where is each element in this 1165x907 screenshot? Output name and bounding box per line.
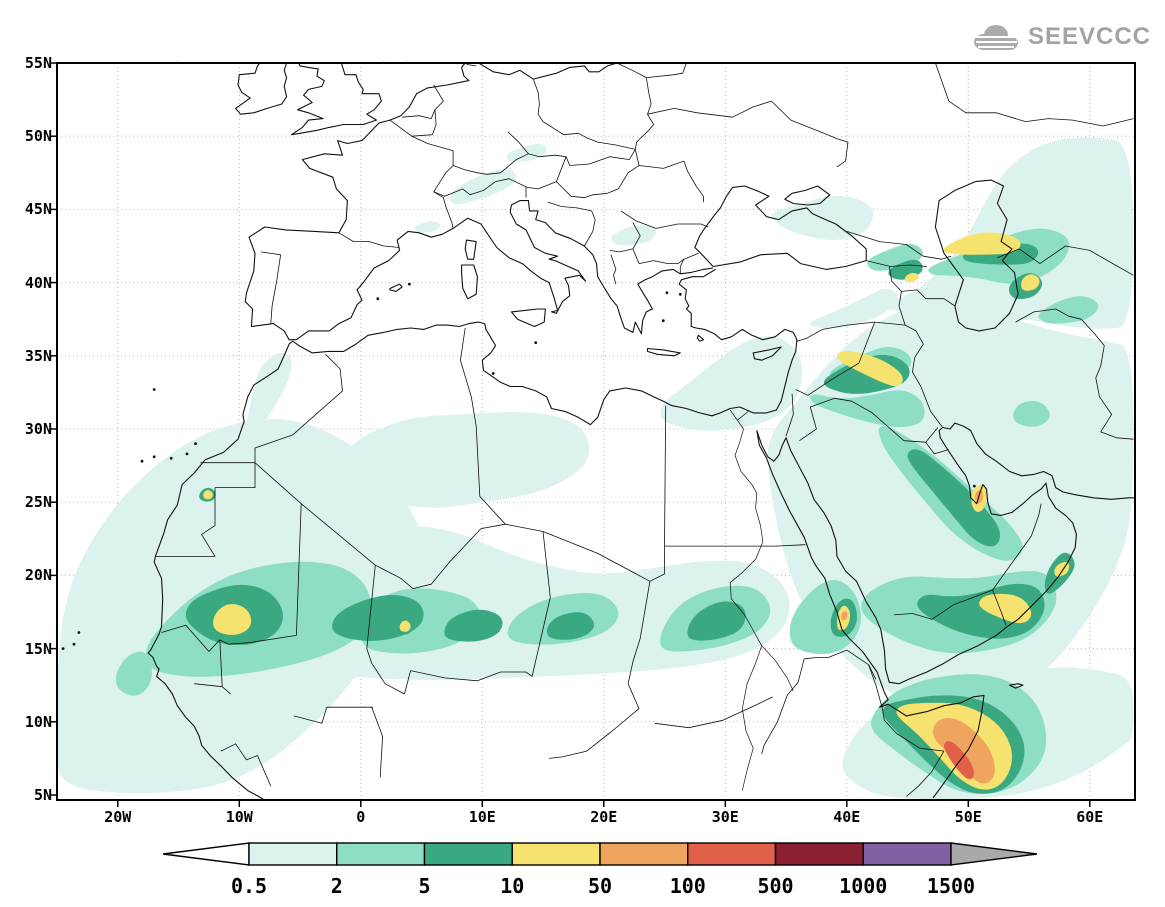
colorbar-tick-label: 1000 bbox=[839, 874, 887, 898]
colorbar-tick-label: 1500 bbox=[927, 874, 975, 898]
small-islands bbox=[61, 282, 976, 650]
lon-tick-label: 0 bbox=[356, 808, 366, 826]
colorbar-tick-label: 10 bbox=[500, 874, 524, 898]
rivers bbox=[729, 409, 794, 791]
lat-tick-label: 30N bbox=[24, 420, 52, 438]
lat-tick-label: 25N bbox=[24, 493, 52, 512]
lat-tick-label: 45N bbox=[24, 200, 52, 219]
colorbar-tick-label: 100 bbox=[670, 874, 706, 898]
colorbar-segment bbox=[336, 842, 426, 866]
colorbar-segment bbox=[774, 842, 864, 866]
lon-tick-label: 10E bbox=[468, 808, 496, 826]
lon-tick-label: 40E bbox=[833, 808, 861, 826]
colorbar-left-arrow bbox=[162, 842, 250, 866]
colorbar-tick-label: 2 bbox=[331, 874, 343, 898]
cloud-icon bbox=[973, 25, 1018, 50]
colorbar-right-arrow bbox=[950, 842, 1038, 866]
colorbar-tick-label: 5 bbox=[418, 874, 430, 898]
colorbar-segment bbox=[511, 842, 601, 866]
lon-tick-label: 20E bbox=[590, 808, 618, 826]
country-borders bbox=[155, 63, 1134, 797]
lat-tick-label: 20N bbox=[24, 566, 52, 585]
lat-tick-label: 15N bbox=[24, 639, 52, 658]
lat-tick-label: 50N bbox=[24, 127, 52, 146]
seevccc-logo: SEEVCCC bbox=[969, 20, 1151, 54]
map-plot bbox=[50, 62, 1136, 807]
lon-tick-label: 60E bbox=[1076, 808, 1104, 826]
lon-tick-label: 30E bbox=[711, 808, 739, 826]
colorbar: 0.5 2 5 10 50 100 500 1000 1500 bbox=[148, 840, 1053, 902]
colorbar-segment bbox=[862, 842, 952, 866]
lat-tick-label: 40N bbox=[24, 273, 52, 292]
colorbar-segment bbox=[599, 842, 689, 866]
lat-tick-label: 35N bbox=[24, 346, 52, 365]
coastlines bbox=[147, 63, 1135, 800]
lat-tick-label: 10N bbox=[24, 712, 52, 731]
lat-tick-label: 5N bbox=[33, 786, 52, 804]
lon-tick-label: 10W bbox=[225, 808, 253, 826]
colorbar-segment bbox=[423, 842, 513, 866]
map-canvas bbox=[50, 62, 1136, 807]
colorbar-tick-label: 0.5 bbox=[231, 874, 267, 898]
colorbar-tick-label: 500 bbox=[757, 874, 793, 898]
colorbar-segment bbox=[687, 842, 777, 866]
axis-ticks bbox=[50, 62, 1091, 807]
lon-tick-label: 50E bbox=[954, 808, 982, 826]
colorbar-canvas: 0.5 2 5 10 50 100 500 1000 1500 bbox=[162, 842, 1038, 898]
lon-tick-label: 20W bbox=[104, 808, 132, 826]
dust-shading bbox=[57, 137, 1134, 800]
colorbar-segment bbox=[248, 842, 338, 866]
colorbar-tick-label: 50 bbox=[588, 874, 612, 898]
lat-tick-label: 55N bbox=[24, 54, 52, 72]
logo-text: SEEVCCC bbox=[1027, 23, 1151, 50]
map-frame bbox=[56, 62, 1136, 801]
